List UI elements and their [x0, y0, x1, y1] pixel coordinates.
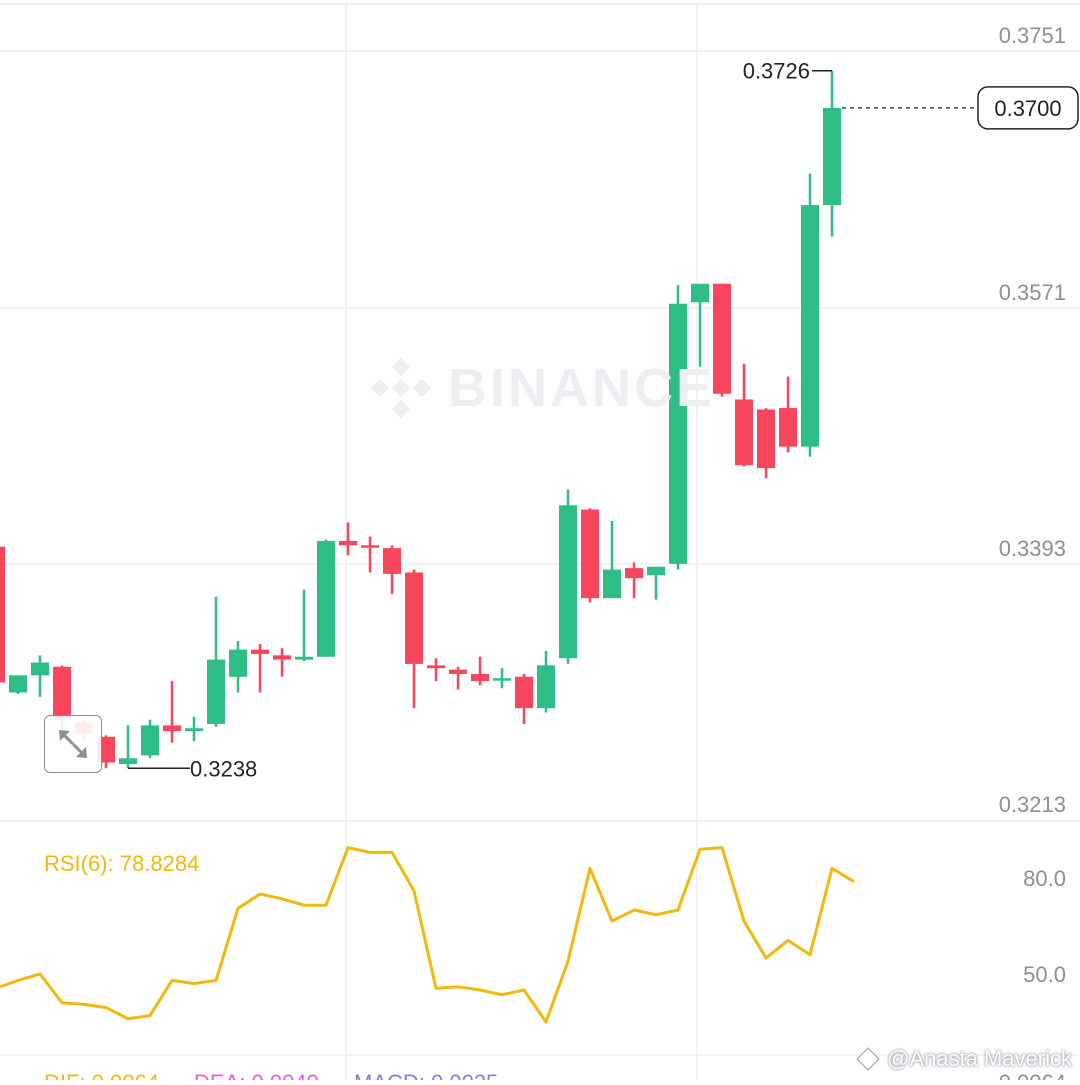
candle-down	[779, 408, 797, 447]
high-price-label: 0.3726	[743, 59, 810, 84]
candle-down	[449, 669, 467, 674]
candle-down	[735, 399, 753, 466]
candle-down	[713, 283, 731, 394]
price-tick-label: 0.3571	[999, 280, 1066, 305]
candle-up	[119, 758, 137, 764]
binance-diamond-icon	[856, 1047, 880, 1071]
current-price-label: 0.3700	[994, 96, 1061, 121]
candle-down	[361, 545, 379, 548]
price-tick-label: 0.3213	[999, 792, 1066, 817]
candle-down	[515, 676, 533, 709]
price-tick-label: 0.3751	[999, 23, 1066, 48]
candle-down	[163, 725, 181, 732]
rsi-tick-label: 80.0	[1023, 866, 1066, 891]
candle-down	[471, 673, 489, 682]
candle-up	[691, 283, 709, 303]
candle-up	[801, 205, 819, 447]
candle-up	[141, 725, 159, 756]
candle-down	[383, 548, 401, 574]
candle-up	[31, 662, 49, 676]
price-tick-label: 0.3393	[999, 536, 1066, 561]
candle-down	[625, 568, 643, 579]
low-price-label: 0.3238	[190, 756, 257, 781]
candle-up	[559, 505, 577, 659]
candle-down	[53, 666, 71, 720]
candle-down	[0, 546, 5, 683]
fullscreen-button[interactable]	[44, 715, 102, 773]
watermark-text: BINANCE	[448, 358, 716, 418]
candle-down	[273, 655, 291, 660]
binance-watermark: BINANCE	[368, 355, 715, 421]
candle-up	[185, 728, 203, 732]
candle-up	[647, 566, 665, 576]
candle-down	[405, 572, 423, 664]
expand-arrows-icon	[59, 730, 87, 758]
author-credit: @Anasta Maverick	[855, 1046, 1072, 1072]
candle-down	[757, 409, 775, 469]
candle-down	[251, 649, 269, 654]
rsi-tick-label: 50.0	[1023, 962, 1066, 987]
macd-header-2: MACD: 0.0025	[354, 1070, 498, 1080]
credit-text: @Anasta Maverick	[887, 1046, 1072, 1071]
candle-up	[317, 540, 335, 657]
candle-up	[295, 656, 313, 660]
candle-up	[493, 678, 511, 681]
candle-down	[339, 540, 357, 546]
candle-up	[537, 665, 555, 709]
macd-header-0: DIF: 0.0064	[44, 1070, 159, 1080]
binance-diamond-icon	[370, 357, 432, 419]
candle-up	[603, 569, 621, 599]
candle-down	[581, 509, 599, 599]
candle-down	[427, 665, 445, 669]
candle-up	[207, 659, 225, 724]
candle-up	[229, 649, 247, 677]
rsi-title: RSI(6): 78.8284	[44, 851, 199, 876]
macd-header-1: DEA: 0.0040	[194, 1070, 319, 1080]
candle-up	[823, 107, 841, 206]
candle-up	[9, 675, 27, 693]
current-price-badge	[977, 86, 1079, 130]
rsi-line	[0, 846, 855, 1024]
candle-up	[669, 303, 687, 564]
